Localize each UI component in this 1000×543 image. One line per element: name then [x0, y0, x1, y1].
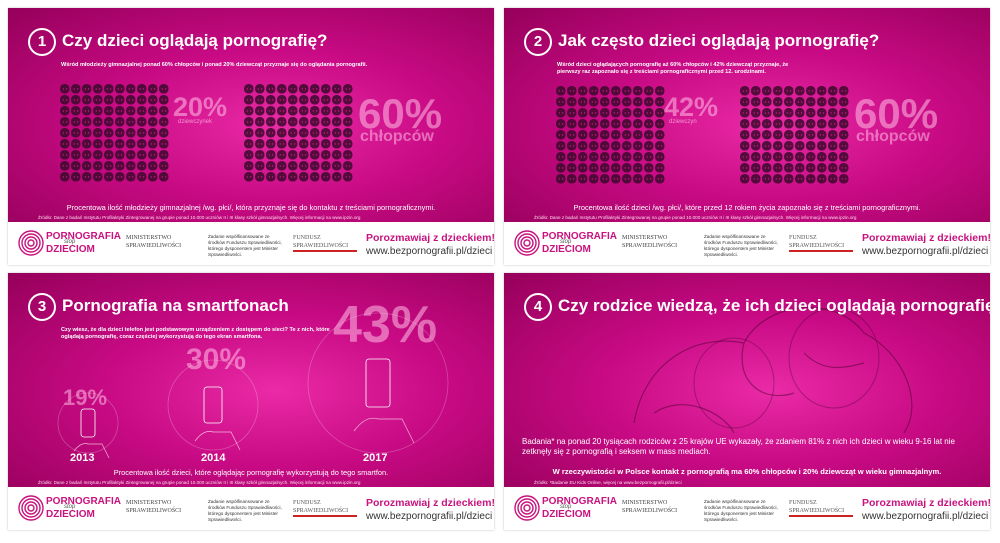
panel: 3 Pornografia na smartfonach Czy wiesz, że…	[8, 273, 494, 530]
panel-number: 1	[28, 28, 56, 56]
logo-bottom: DZIECIOM	[46, 244, 95, 255]
panel-art: 4 Czy rodzice wiedzą, że ich dzieci ogląd…	[504, 273, 990, 487]
funding: Zadanie współfinansowane ze środków Fund…	[704, 499, 778, 522]
panel-title: Czy dzieci oglądają pornografię?	[62, 31, 328, 50]
stat-value: 20%	[173, 92, 228, 122]
panel-title: Pornografia na smartfonach	[62, 296, 289, 315]
url: www.bezpornografii.pl/dzieci	[862, 246, 989, 257]
stat-label: dziewczyn	[669, 119, 697, 125]
slogan: Porozmawiaj z dzieckiem!	[862, 497, 990, 509]
illustration	[556, 86, 849, 184]
fund: FUNDUSZ SPRAWIEDLIWOŚCI	[293, 499, 357, 517]
illustration	[57, 312, 449, 459]
stat-value: 30%	[186, 343, 247, 376]
panel: 2 Jak często dzieci oglądają pornografię?…	[504, 8, 990, 265]
panel-intro: Wśród młodzieży gimnazjalnej ponad 60% c…	[61, 62, 368, 68]
logo-top: PORNOGRAFIA	[46, 496, 121, 507]
panel-number: 2	[524, 28, 552, 56]
logo-spiral	[514, 230, 540, 256]
stat-value: 43%	[333, 296, 438, 354]
panel: 4 Czy rodzice wiedzą, że ich dzieci ogląd…	[504, 273, 990, 530]
panel-number: 3	[28, 293, 56, 321]
logo-mid: stop	[560, 504, 572, 510]
panel-source: Źródło: Dane z badań Instytutu Profilakt…	[38, 480, 361, 485]
logo-mid: stop	[560, 239, 572, 245]
stat-year: 2013	[70, 452, 95, 464]
logo-spiral	[18, 495, 44, 521]
stat-value: 19%	[63, 385, 108, 410]
panel: 1 Czy dzieci oglądają pornografię? Wśród m…	[8, 8, 494, 265]
panel-caption: W rzeczywistości w Polsce kontakt z porn…	[552, 467, 942, 476]
illustration	[633, 307, 913, 434]
logo-top: PORNOGRAFIA	[46, 231, 121, 242]
panel-footer: PORNOGRAFIA stop DZIECIOM MINISTERSTWO SPRA…	[8, 487, 494, 530]
ministry: MINISTERSTWO SPRAWIEDLIWOŚCI	[126, 500, 182, 514]
logo-spiral	[18, 230, 44, 256]
panel-art: 1 Czy dzieci oglądają pornografię? Wśród m…	[8, 8, 494, 222]
logo-bottom: DZIECIOM	[542, 509, 591, 520]
panel-caption: Procentowa ilość dzieci /wg. płci/, któr…	[573, 203, 921, 212]
stat-label: chłopców	[856, 128, 930, 145]
logo-top: PORNOGRAFIA	[542, 496, 617, 507]
url: www.bezpornografii.pl/dzieci	[862, 511, 989, 522]
ministry: MINISTERSTWO SPRAWIEDLIWOŚCI	[622, 235, 678, 249]
stat-year: 2017	[363, 452, 388, 464]
stat-value: 60%	[854, 90, 939, 137]
panel-source: Źródło: Dane z badań Instytutu Profilakt…	[534, 215, 857, 220]
logo-bottom: DZIECIOM	[46, 509, 95, 520]
panel-title: Czy rodzice wiedzą, że ich dzieci ogląda…	[558, 296, 990, 315]
panel-title: Jak często dzieci oglądają pornografię?	[558, 31, 880, 50]
logo-spiral	[514, 495, 540, 521]
url: www.bezpornografii.pl/dzieci	[366, 246, 493, 257]
slogan: Porozmawiaj z dzieckiem!	[366, 497, 494, 509]
stat-value: 60%	[358, 90, 443, 137]
fund: FUNDUSZ SPRAWIEDLIWOŚCI	[789, 234, 853, 252]
panel-art: 2 Jak często dzieci oglądają pornografię?…	[504, 8, 990, 222]
panel-intro: Wśród dzieci oglądających pornografię aż…	[557, 62, 789, 75]
stat-label: dziewczynek	[178, 119, 213, 125]
panel-number: 4	[524, 293, 552, 321]
panel-source: Źródło: Dane z badań Instytutu Profilakt…	[38, 215, 361, 220]
panel-intro: Czy wiesz, że dla dzieci telefon jest po…	[61, 327, 330, 340]
logo-mid: stop	[64, 239, 76, 245]
panel-intro: Badania* na ponad 20 tysiącach rodziców …	[522, 437, 955, 456]
slogan: Porozmawiaj z dzieckiem!	[366, 232, 494, 244]
panel-source: Źródło: *Badanie EU Kids Online, więcej …	[534, 480, 682, 485]
logo-top: PORNOGRAFIA	[542, 231, 617, 242]
panel-art: 3 Pornografia na smartfonach Czy wiesz, że…	[8, 273, 494, 487]
illustration	[60, 84, 353, 182]
funding: Zadanie współfinansowane ze środków Fund…	[704, 234, 778, 257]
panel-footer: PORNOGRAFIA stop DZIECIOM MINISTERSTWO SPRA…	[504, 222, 990, 265]
funding: Zadanie współfinansowane ze środków Fund…	[208, 499, 282, 522]
slogan: Porozmawiaj z dzieckiem!	[862, 232, 990, 244]
funding: Zadanie współfinansowane ze środków Fund…	[208, 234, 282, 257]
logo-mid: stop	[64, 504, 76, 510]
panel-footer: PORNOGRAFIA stop DZIECIOM MINISTERSTWO SPRA…	[504, 487, 990, 530]
ministry: MINISTERSTWO SPRAWIEDLIWOŚCI	[126, 235, 182, 249]
fund: FUNDUSZ SPRAWIEDLIWOŚCI	[789, 499, 853, 517]
stat-value: 42%	[664, 92, 719, 122]
fund: FUNDUSZ SPRAWIEDLIWOŚCI	[293, 234, 357, 252]
ministry: MINISTERSTWO SPRAWIEDLIWOŚCI	[622, 500, 678, 514]
stat-year: 2014	[201, 452, 226, 464]
panel-caption: Procentowa ilość młodzieży gimnazjalnej …	[66, 203, 436, 212]
panel-footer: PORNOGRAFIA stop DZIECIOM MINISTERSTWO SPRA…	[8, 222, 494, 265]
url: www.bezpornografii.pl/dzieci	[366, 511, 493, 522]
logo-bottom: DZIECIOM	[542, 244, 591, 255]
stat-label: chłopców	[360, 128, 434, 145]
panel-caption: Procentowa ilość dzieci, które oglądając…	[113, 468, 389, 477]
